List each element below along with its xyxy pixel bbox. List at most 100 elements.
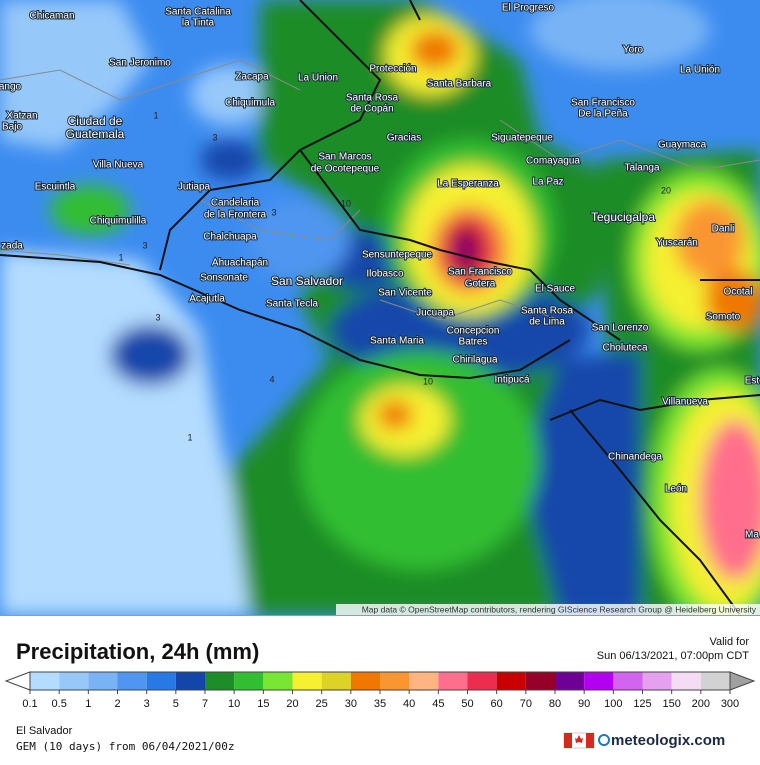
colorbar-tick-label: 300: [721, 698, 739, 710]
color-box: [438, 672, 468, 690]
cities: Chicaman Santa Catalina la Tinta El Prog…: [0, 2, 760, 542]
color-box: [671, 672, 701, 690]
colorbar-tick-label: 40: [403, 698, 415, 710]
colorbar-tick-label: 60: [491, 698, 503, 710]
city-label: Est: [745, 376, 760, 387]
city-label: Xatzan: [6, 111, 37, 122]
legend-title: Precipitation, 24h (mm): [16, 639, 259, 664]
brand: meteologix.com: [611, 732, 725, 749]
colorbar-tick-label: 80: [549, 698, 561, 710]
color-box: [555, 672, 585, 690]
attribution: Map data © OpenStreetMap contributors, r…: [362, 604, 757, 614]
city-label: Chiquimula: [225, 98, 275, 109]
colorbar-arrow-left: [4, 671, 31, 691]
city-label: Escuintla: [35, 182, 76, 193]
city-label: Tegucigalpa: [591, 210, 655, 224]
city-label: La Union: [298, 73, 338, 84]
colorbar-tick-label: 2: [114, 698, 120, 710]
color-box: [350, 672, 380, 690]
city-label: Acajutla: [189, 294, 225, 305]
colorbar-tick-label: 1: [85, 698, 91, 710]
city-label: Intipucá: [494, 375, 529, 386]
city-label: Somoto: [706, 312, 741, 323]
contour-labels: 1 3 1 3 3 1 4 10 10 20 3: [118, 110, 671, 442]
city-label: Guatemala: [66, 127, 125, 141]
valid-label: Valid for: [709, 636, 749, 648]
color-box: [467, 672, 497, 690]
contour-label: 1: [153, 110, 158, 120]
contour-label: 1: [187, 432, 192, 442]
city-label: de Ocotepeque: [311, 164, 380, 175]
city-label: Chiquimulilla: [90, 216, 147, 227]
city-label: Santa Maria: [370, 336, 424, 347]
colorbar-tick-label: 70: [520, 698, 532, 710]
colorbar-tick-label: 200: [692, 698, 710, 710]
city-label: Ocotal: [724, 287, 753, 298]
model-run: GEM (10 days) from 06/04/2021/00z: [16, 740, 235, 753]
city-label: de la Frontera: [204, 210, 267, 221]
color-box: [642, 672, 672, 690]
city-label: Comayagua: [526, 156, 580, 167]
city-label: Choluteca: [602, 343, 647, 354]
contour-label: 3: [271, 207, 276, 217]
colorbar-tick-label: 5: [173, 698, 179, 710]
flag: [563, 732, 595, 749]
color-box: [700, 672, 730, 690]
contour-label: 3: [142, 240, 147, 250]
color-box: [30, 672, 60, 690]
city-label: Chinandega: [608, 452, 662, 463]
city-label: zada: [1, 241, 23, 252]
city-label: Santa Rosa: [346, 93, 399, 104]
color-box: [496, 672, 526, 690]
colorbar-arrow-right: [729, 671, 756, 691]
city-label: La Esperanza: [437, 179, 499, 190]
contour-label: 10: [423, 376, 433, 386]
logo-mark: [598, 734, 610, 746]
color-box: [292, 672, 322, 690]
color-box: [146, 672, 176, 690]
colorbar-tick-label: 7: [202, 698, 208, 710]
colorbar-tick-label: 25: [316, 698, 328, 710]
city-label: De la Peña: [578, 109, 628, 120]
city-label: Jucuapa: [416, 308, 454, 319]
colorbar-tick-label: 30: [345, 698, 357, 710]
colorbar-tick-label: 50: [461, 698, 473, 710]
contour-label: 10: [341, 198, 351, 208]
city-label: San Lorenzo: [592, 323, 649, 334]
city-label: Concepcion: [447, 326, 500, 337]
city-label: San Francisco: [448, 267, 512, 278]
contour-label: 4: [269, 374, 274, 384]
city-label: Ciudad de: [68, 114, 123, 128]
city-label: Santa Catalina: [165, 7, 231, 18]
colorbar-tick-label: 100: [604, 698, 622, 710]
city-label: Ilobasco: [366, 269, 404, 280]
city-label: Santa Tecla: [266, 299, 319, 310]
city-label: Yuscarán: [656, 238, 698, 249]
color-box: [613, 672, 643, 690]
contour-label: 3: [212, 132, 217, 142]
colorbar-tick-label: 3: [144, 698, 150, 710]
color-box: [117, 672, 147, 690]
borders-major: [0, 0, 760, 615]
city-label: La Unión: [680, 65, 720, 76]
city-label: Talanga: [624, 163, 659, 174]
precip-field: [0, 0, 760, 615]
city-label: León: [665, 484, 687, 495]
colorbar-tick-label: 35: [374, 698, 386, 710]
contour-label: 20: [661, 185, 671, 195]
color-box: [234, 672, 264, 690]
colorbar-tick-label: 0.1: [22, 698, 37, 710]
city-label: Gotera: [465, 279, 496, 290]
city-label: San Francisco: [571, 98, 635, 109]
colorbar-tick-label: 45: [432, 698, 444, 710]
city-label: de Lima: [529, 317, 565, 328]
color-box: [380, 672, 410, 690]
color-box: [175, 672, 205, 690]
colorbar-tick-label: 15: [257, 698, 269, 710]
city-label: Sensuntepeque: [362, 250, 433, 261]
color-box: [409, 672, 439, 690]
city-label: El Sauce: [535, 284, 575, 295]
city-label: Guaymaca: [658, 140, 707, 151]
city-label: San Vicente: [378, 288, 432, 299]
color-box: [263, 672, 293, 690]
